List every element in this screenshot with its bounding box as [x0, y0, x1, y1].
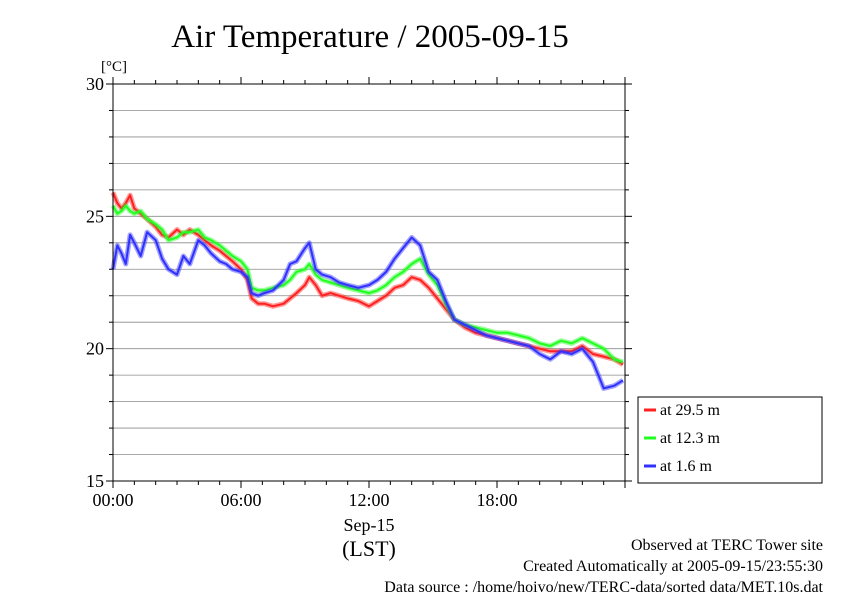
- legend-label-29-5m: at 29.5 m: [660, 402, 721, 419]
- x-axis-date-label: Sep-15: [344, 515, 395, 535]
- legend: at 29.5 m at 12.3 m at 1.6 m: [637, 396, 823, 484]
- series-glow-at-1-6-m: [110, 229, 625, 391]
- y-tick-labels: 15 20 25 30: [86, 74, 104, 491]
- x-tick-label: 00:00: [92, 490, 133, 510]
- footer-created: Created Automatically at 2005-09-15/23:5…: [523, 558, 823, 575]
- series-line-at-29-5-m: [112, 192, 624, 366]
- y-tick-label: 20: [86, 339, 104, 359]
- axis-ticks: [106, 77, 632, 488]
- x-tick-label: 18:00: [476, 490, 517, 510]
- y-tick-label: 15: [86, 471, 104, 491]
- y-tick-label: 30: [86, 74, 104, 94]
- series-glow-at-29-5-m: [110, 191, 625, 367]
- x-axis-unit-label: (LST): [342, 536, 396, 561]
- y-tick-label: 25: [86, 206, 104, 226]
- x-tick-labels: 00:00 06:00 12:00 18:00: [92, 490, 517, 510]
- y-axis-unit-label: [°C]: [101, 59, 127, 75]
- grid-lines: [113, 110, 625, 455]
- series-line-at-1-6-m: [112, 231, 624, 390]
- legend-label-1-6m: at 1.6 m: [660, 458, 713, 475]
- x-tick-label: 06:00: [220, 490, 261, 510]
- x-tick-label: 12:00: [348, 490, 389, 510]
- footer-observed: Observed at TERC Tower site: [631, 537, 823, 554]
- series-lines: [110, 191, 625, 391]
- legend-box: [637, 396, 823, 484]
- series-line-at-12-3-m: [112, 204, 624, 363]
- legend-label-12-3m: at 12.3 m: [660, 430, 721, 447]
- footer-data-source: Data source : /home/hoivo/new/TERC-data/…: [384, 579, 823, 595]
- chart-title: Air Temperature / 2005-09-15: [171, 19, 569, 55]
